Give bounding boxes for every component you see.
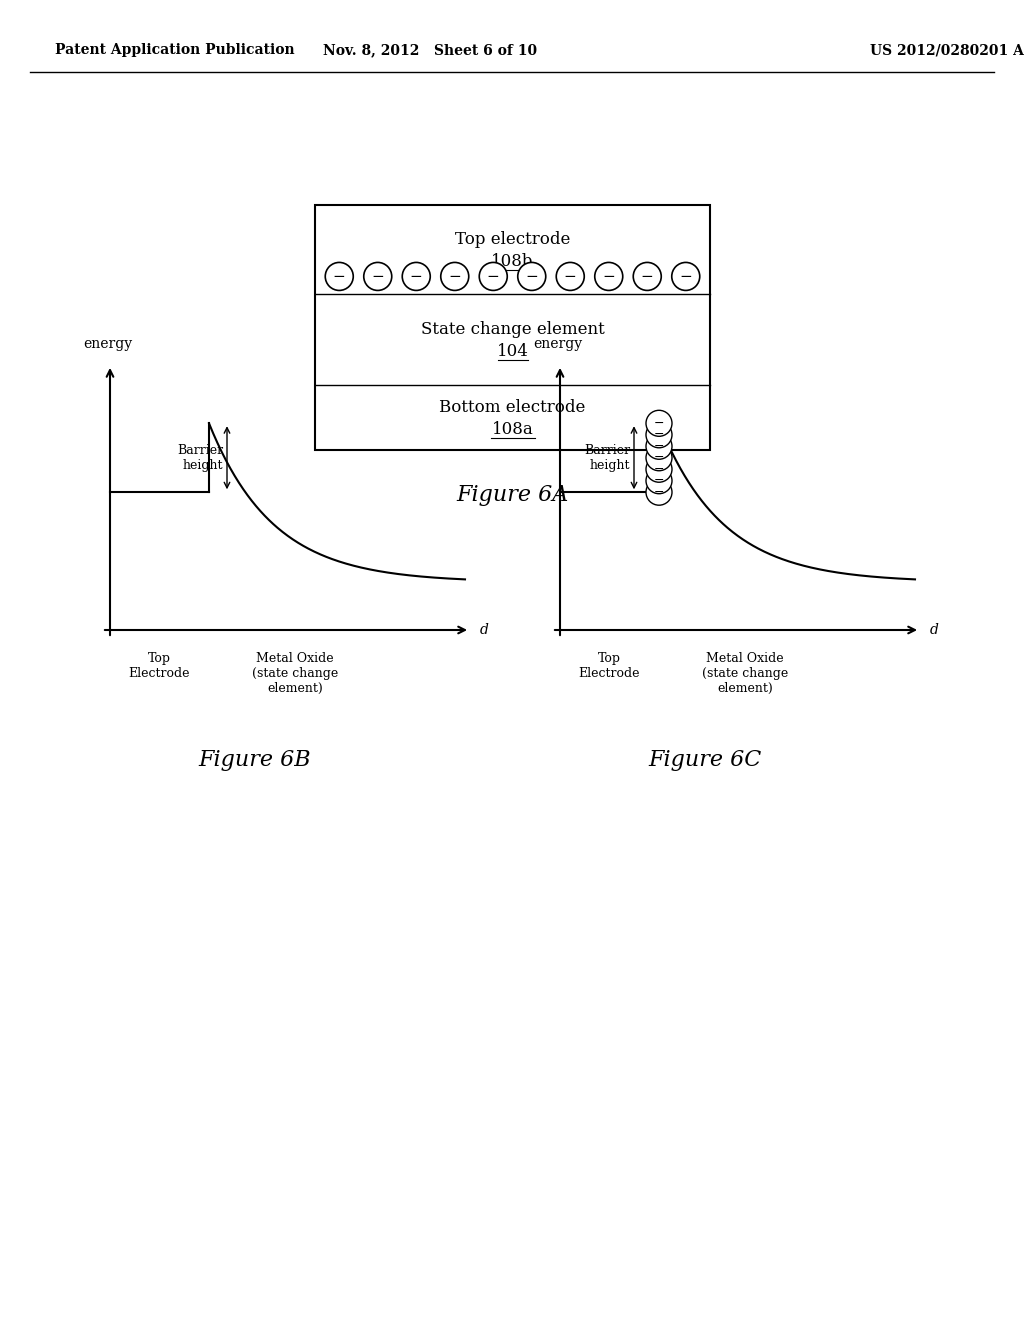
Circle shape: [595, 263, 623, 290]
Text: State change element: State change element: [421, 321, 604, 338]
Text: d: d: [480, 623, 488, 638]
Text: −: −: [653, 463, 665, 475]
Text: −: −: [602, 269, 615, 284]
Text: −: −: [410, 269, 423, 284]
Text: Top electrode: Top electrode: [455, 231, 570, 248]
Text: −: −: [564, 269, 577, 284]
Text: −: −: [449, 269, 461, 284]
Text: Figure 6A: Figure 6A: [457, 484, 568, 506]
Text: energy: energy: [83, 337, 132, 351]
Circle shape: [326, 263, 353, 290]
Text: Nov. 8, 2012   Sheet 6 of 10: Nov. 8, 2012 Sheet 6 of 10: [323, 44, 537, 57]
Text: Metal Oxide
(state change
element): Metal Oxide (state change element): [702, 652, 788, 696]
Text: Top
Electrode: Top Electrode: [579, 652, 640, 680]
Circle shape: [479, 263, 507, 290]
Text: −: −: [653, 474, 665, 487]
Circle shape: [646, 457, 672, 482]
Text: 104: 104: [497, 343, 528, 360]
Circle shape: [518, 263, 546, 290]
Circle shape: [440, 263, 469, 290]
Text: energy: energy: [534, 337, 583, 351]
Text: US 2012/0280201 A1: US 2012/0280201 A1: [870, 44, 1024, 57]
Bar: [315, 205, 710, 450]
Circle shape: [633, 263, 662, 290]
Circle shape: [646, 479, 672, 506]
Circle shape: [646, 467, 672, 494]
Text: 108a: 108a: [492, 421, 534, 438]
Text: −: −: [653, 440, 665, 453]
Circle shape: [646, 411, 672, 437]
Text: −: −: [653, 451, 665, 465]
Text: d: d: [930, 623, 939, 638]
Circle shape: [646, 422, 672, 447]
Text: −: −: [653, 417, 665, 430]
Text: −: −: [641, 269, 653, 284]
Text: −: −: [653, 428, 665, 441]
Text: Figure 6B: Figure 6B: [199, 748, 311, 771]
Circle shape: [646, 433, 672, 459]
Text: −: −: [679, 269, 692, 284]
Circle shape: [646, 445, 672, 471]
Text: −: −: [486, 269, 500, 284]
Text: −: −: [372, 269, 384, 284]
Text: Barrier
height: Barrier height: [584, 444, 630, 471]
Text: 108b: 108b: [492, 253, 534, 271]
Text: Barrier
height: Barrier height: [177, 444, 223, 471]
Text: −: −: [333, 269, 346, 284]
Text: Figure 6C: Figure 6C: [648, 748, 762, 771]
Text: −: −: [525, 269, 539, 284]
Circle shape: [556, 263, 585, 290]
Text: Top
Electrode: Top Electrode: [129, 652, 190, 680]
Text: Metal Oxide
(state change
element): Metal Oxide (state change element): [252, 652, 338, 696]
Circle shape: [364, 263, 392, 290]
Text: −: −: [653, 486, 665, 499]
Text: Patent Application Publication: Patent Application Publication: [55, 44, 295, 57]
Circle shape: [672, 263, 699, 290]
Circle shape: [402, 263, 430, 290]
Text: Bottom electrode: Bottom electrode: [439, 399, 586, 416]
